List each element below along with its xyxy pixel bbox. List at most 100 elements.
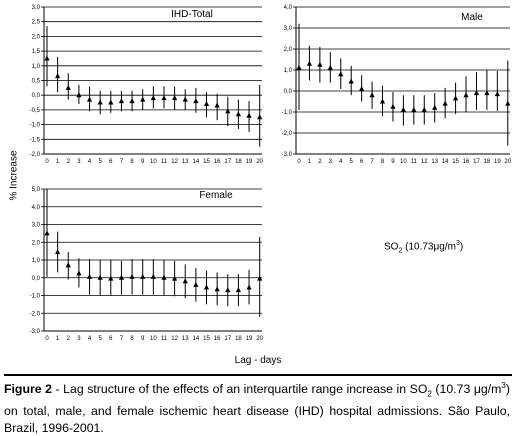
data-point	[421, 106, 427, 112]
x-tick-label: 14	[193, 159, 200, 165]
data-point	[246, 284, 252, 290]
x-tick-label: 9	[141, 159, 145, 165]
data-point	[442, 100, 448, 106]
x-tick-label: 10	[150, 159, 157, 165]
data-point	[494, 91, 500, 97]
y-tick-label: 5,0	[32, 187, 41, 193]
data-point	[463, 92, 469, 98]
y-tick-label: 1,0	[32, 64, 41, 70]
x-tick-label: 1	[56, 159, 60, 165]
y-tick-label: -1,0	[30, 123, 41, 129]
x-axis-label: Lag - days	[234, 355, 282, 366]
data-point	[182, 96, 188, 102]
y-tick-label: -0,5	[30, 108, 41, 114]
x-tick-label: 16	[214, 336, 221, 342]
x-tick-label: 14	[193, 336, 200, 342]
data-point	[411, 106, 417, 112]
x-tick-label: 15	[452, 159, 459, 165]
data-point	[473, 90, 480, 96]
data-point	[193, 98, 199, 104]
x-tick-label: 5	[350, 159, 354, 165]
data-point	[44, 230, 50, 236]
x-tick-label: 6	[109, 159, 113, 165]
data-point	[76, 92, 82, 98]
data-point	[225, 108, 231, 114]
x-tick-label: 11	[161, 336, 168, 342]
data-point	[306, 60, 313, 66]
data-point	[203, 284, 210, 290]
data-point	[348, 78, 354, 84]
y-tick-label: 2,0	[32, 240, 41, 246]
x-tick-label: 11	[411, 159, 418, 165]
data-point	[379, 98, 386, 104]
data-point	[140, 273, 146, 279]
y-tick-label: -2,0	[30, 311, 41, 317]
y-tick-label: -1,5	[30, 137, 41, 143]
y-tick-label: 1,5	[32, 49, 41, 55]
x-tick-label: 13	[182, 159, 189, 165]
data-point	[257, 114, 263, 120]
y-tick-label: 2,0	[32, 34, 41, 40]
x-tick-label: 8	[381, 159, 385, 165]
data-point	[118, 274, 125, 280]
y-tick-label: 2,5	[32, 20, 41, 26]
x-tick-label: 19	[494, 159, 501, 165]
data-point	[172, 95, 178, 101]
data-point	[108, 275, 114, 281]
data-point	[400, 106, 406, 112]
data-point	[214, 286, 220, 292]
x-tick-label: 19	[246, 336, 253, 342]
data-point	[161, 95, 167, 101]
caption-rule	[4, 374, 512, 376]
data-point	[65, 84, 71, 90]
data-point	[182, 278, 188, 284]
x-tick-label: 18	[484, 159, 491, 165]
y-tick-label: 4,0	[32, 205, 41, 211]
data-point	[369, 92, 375, 98]
data-point	[452, 95, 459, 101]
data-point	[193, 281, 199, 287]
data-point	[235, 287, 242, 293]
x-tick-label: 15	[203, 336, 210, 342]
data-point	[235, 111, 242, 117]
y-tick-label: 3,0	[284, 26, 293, 32]
data-point	[108, 99, 114, 105]
x-tick-label: 9	[141, 336, 145, 342]
x-tick-label: 17	[224, 159, 231, 165]
x-tick-label: 16	[214, 159, 221, 165]
data-point	[129, 98, 135, 104]
pollutant-label: SO2 (10.73μg/m3)	[384, 240, 464, 255]
x-tick-label: 9	[391, 159, 395, 165]
y-tick-label: 0,0	[32, 93, 41, 99]
data-point	[296, 64, 302, 70]
x-tick-label: 15	[203, 159, 210, 165]
data-point	[150, 273, 156, 279]
x-tick-label: 6	[109, 336, 113, 342]
y-tick-label: -2,0	[282, 131, 293, 137]
data-point	[161, 274, 167, 280]
x-tick-label: 4	[339, 159, 343, 165]
data-point	[505, 100, 511, 106]
x-tick-label: 16	[463, 159, 470, 165]
y-tick-label: -1,0	[282, 110, 293, 116]
data-point	[118, 98, 125, 104]
data-point	[65, 262, 71, 268]
data-point	[327, 64, 333, 70]
data-point	[55, 249, 61, 255]
y-tick-label: 4,0	[284, 5, 293, 11]
data-point	[214, 102, 220, 108]
x-tick-label: 13	[431, 159, 438, 165]
x-tick-label: 5	[98, 159, 102, 165]
y-tick-label: 0,5	[32, 79, 41, 85]
data-point	[359, 85, 365, 91]
x-tick-label: 3	[329, 159, 333, 165]
data-point	[44, 55, 50, 61]
data-point	[129, 273, 135, 279]
x-tick-label: 1	[56, 336, 60, 342]
x-tick-label: 3	[77, 336, 81, 342]
x-tick-label: 12	[421, 159, 428, 165]
x-tick-label: 4	[88, 159, 92, 165]
data-point	[484, 90, 490, 96]
data-point	[172, 275, 178, 281]
panel-title: Female	[199, 190, 233, 201]
